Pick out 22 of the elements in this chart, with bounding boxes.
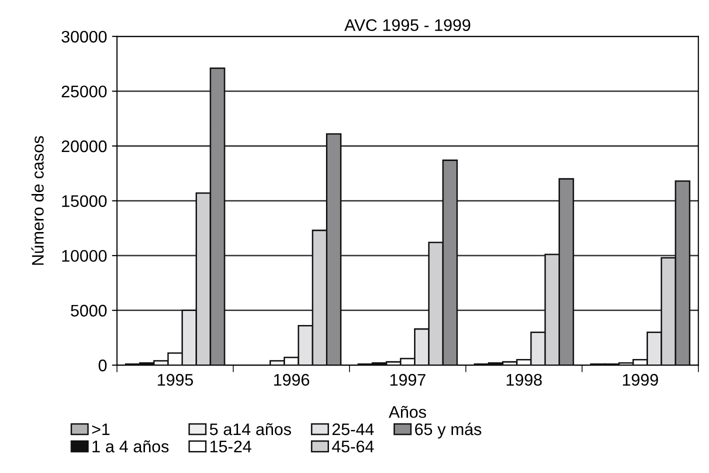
- y-tick-label: 15000: [62, 195, 107, 207]
- x-tick-label: 1995: [158, 374, 193, 386]
- legend-label: >1: [92, 424, 110, 436]
- x-tick-label: 1997: [390, 374, 426, 386]
- chart-title: AVC 1995 - 1999: [344, 19, 470, 32]
- x-axis-title: Años: [388, 406, 426, 418]
- legend-label: 65 y más: [415, 422, 482, 439]
- legend-label: 45-64: [332, 440, 374, 452]
- legend-label: 1 a 4 años: [92, 440, 169, 452]
- x-tick-label: 1998: [506, 374, 542, 386]
- y-tick-label: 30000: [62, 30, 107, 43]
- y-tick-label: 10000: [62, 250, 107, 262]
- y-tick-label: 5000: [70, 304, 107, 317]
- y-tick-label: 0: [98, 360, 107, 372]
- legend-label: 15-24: [210, 440, 252, 452]
- y-tick-label: 25000: [62, 86, 107, 98]
- y-tick-label: 20000: [62, 140, 107, 152]
- x-tick-label: 1999: [622, 374, 658, 386]
- legend-label: 25-44: [332, 423, 374, 436]
- x-tick-label: 1996: [274, 374, 310, 386]
- y-axis-title: Número de casos: [31, 136, 44, 265]
- legend-label: 5 a14 años: [210, 423, 292, 436]
